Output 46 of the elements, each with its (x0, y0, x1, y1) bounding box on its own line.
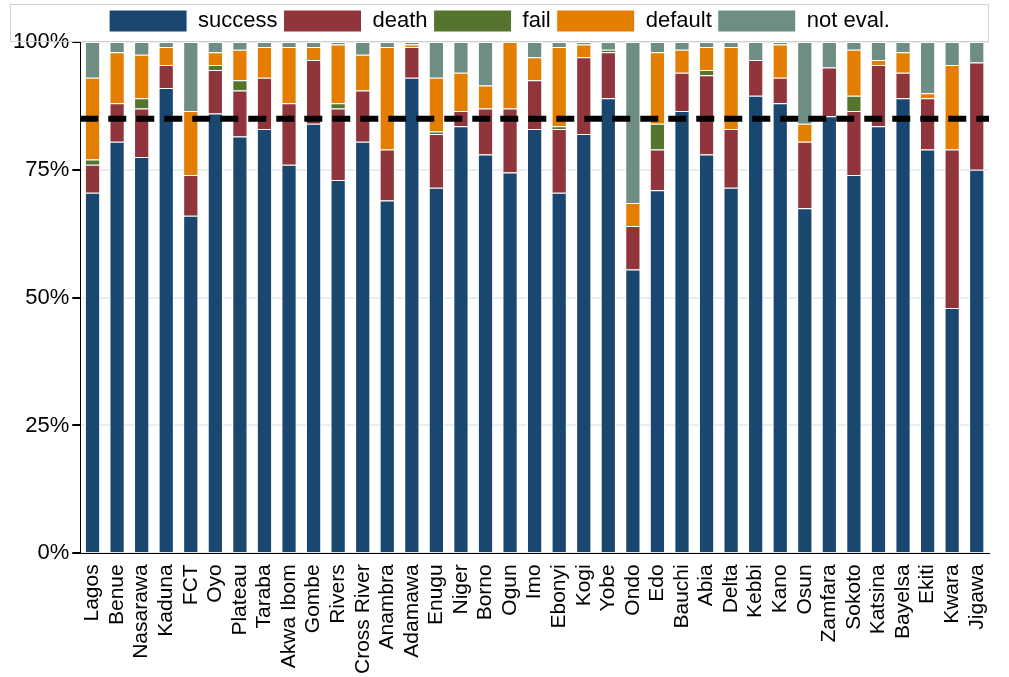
x-tick-label: Adamawa (398, 564, 422, 658)
x-tick-label: Ebonyi (545, 564, 569, 629)
x-tick-label: Bayelsa (889, 564, 913, 640)
x-tick-label: Oyo (202, 564, 226, 603)
x-tick-label: Cross River (349, 564, 373, 675)
x-tick-label: Katsina (865, 564, 889, 635)
legend-label: success (198, 7, 278, 33)
x-tick-label: Taraba (251, 564, 275, 629)
x-tick-label: Nasarawa (128, 564, 152, 659)
x-tick-label: Ekiti (914, 564, 938, 605)
x-tick-label: Osun (791, 564, 815, 615)
x-tick-label: Niger (447, 564, 471, 615)
y-tick-label: 75% (25, 155, 70, 181)
x-tick-label: Jigawa (963, 564, 987, 630)
x-tick-label: Enugu (423, 564, 447, 626)
x-tick-label: Edo (644, 564, 668, 602)
x-tick-label: Rivers (324, 564, 348, 624)
x-tick-label: Ondo (619, 564, 643, 616)
x-tick-label: Gombe (300, 564, 324, 634)
y-tick-label: 25% (25, 411, 70, 437)
x-tick-label: Anambra (374, 564, 398, 650)
y-tick-label: 0% (37, 539, 70, 565)
x-tick-label: Kogi (570, 564, 594, 607)
x-tick-label: Plateau (226, 564, 250, 636)
legend-label: default (645, 7, 712, 33)
x-tick-label: Kano (767, 564, 791, 614)
x-tick-label: Benue (103, 564, 127, 626)
legend-label: not eval. (806, 7, 890, 33)
x-tick-label: Yobe (595, 564, 619, 612)
x-tick-label: Delta (717, 564, 741, 614)
x-tick-label: Ogun (496, 564, 520, 616)
legend-label: death (372, 7, 428, 33)
x-tick-label: Bauchi (668, 564, 692, 629)
x-tick-label: Imo (521, 564, 545, 600)
x-tick-label: Kwara (938, 564, 962, 624)
x-tick-label: Borno (472, 564, 496, 621)
x-tick-label: Zamfara (816, 564, 840, 643)
x-tick-label: Kebbi (742, 564, 766, 619)
legend-label: fail (522, 7, 551, 33)
x-tick-label: Akwa Ibom (275, 564, 299, 669)
x-tick-label: Lagos (79, 564, 103, 622)
x-tick-label: Kaduna (153, 564, 177, 637)
y-tick-label: 50% (25, 283, 70, 309)
x-tick-label: FCT (177, 564, 201, 606)
x-tick-label: Abia (693, 564, 717, 607)
x-tick-label: Sokoto (840, 564, 864, 630)
